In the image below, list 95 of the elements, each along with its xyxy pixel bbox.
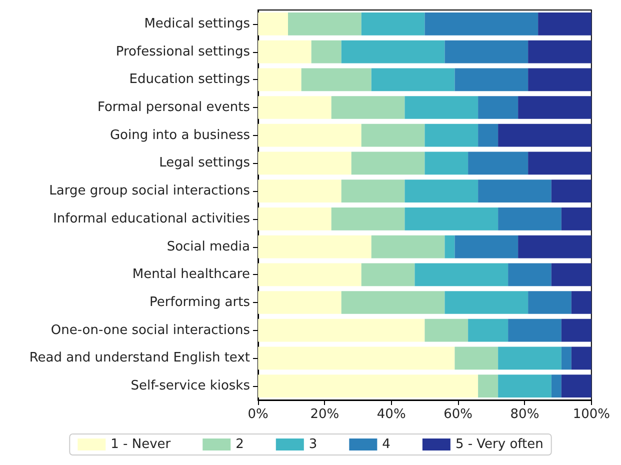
bar xyxy=(561,208,592,230)
bar xyxy=(454,346,498,370)
bar xyxy=(518,96,592,119)
bar xyxy=(424,124,478,147)
bar xyxy=(258,263,362,286)
bar xyxy=(468,318,508,342)
y-tick-label: Legal settings xyxy=(159,156,250,171)
bar xyxy=(288,12,362,36)
bar xyxy=(361,263,415,286)
legend-label: 2 xyxy=(236,437,244,452)
bar xyxy=(424,12,538,36)
bar xyxy=(361,124,425,147)
y-tick-label: One-on-one social interactions xyxy=(50,322,250,338)
bar xyxy=(258,374,478,398)
y-tick-label: Professional settings xyxy=(116,44,250,60)
x-tick-label: 100% xyxy=(572,407,610,422)
y-tick-label: Large group social interactions xyxy=(49,184,250,199)
bar xyxy=(444,235,455,258)
bar xyxy=(454,68,528,92)
bar xyxy=(351,152,425,175)
bar xyxy=(478,180,552,202)
bar xyxy=(258,12,288,36)
bar xyxy=(414,263,508,286)
bar xyxy=(538,12,592,36)
bar xyxy=(404,208,498,230)
y-tick-label: Read and understand English text xyxy=(29,350,250,366)
bar xyxy=(258,152,352,175)
bar xyxy=(258,68,302,92)
bar xyxy=(444,291,528,314)
bar xyxy=(371,235,445,258)
bar xyxy=(341,40,445,64)
y-tick-label: Social media xyxy=(166,239,250,254)
bar xyxy=(478,374,498,398)
bar xyxy=(478,124,498,147)
bar xyxy=(508,263,552,286)
bar xyxy=(371,68,455,92)
y-tick-label: Informal educational activities xyxy=(53,211,250,226)
bar xyxy=(258,291,342,314)
bar xyxy=(571,291,592,314)
bar xyxy=(331,208,405,230)
y-tick-label: Performing arts xyxy=(150,295,250,310)
bar xyxy=(498,374,552,398)
x-tick-label: 80% xyxy=(510,407,540,422)
bar xyxy=(528,40,592,64)
bar xyxy=(561,318,592,342)
legend-label: 4 xyxy=(382,437,390,452)
bar xyxy=(528,291,572,314)
bar xyxy=(498,346,562,370)
bar xyxy=(551,374,562,398)
bar xyxy=(571,346,592,370)
bar xyxy=(331,96,405,119)
x-tick-label: 60% xyxy=(444,407,473,422)
y-tick-label: Medical settings xyxy=(144,16,250,32)
bar xyxy=(258,208,332,230)
bar xyxy=(551,180,592,202)
bar xyxy=(258,96,332,119)
y-tick-label: Going into a business xyxy=(110,128,250,143)
bar xyxy=(404,180,478,202)
bar xyxy=(444,40,528,64)
x-tick-label: 20% xyxy=(310,407,340,422)
bar xyxy=(258,180,342,202)
bar xyxy=(561,346,572,370)
y-tick-label: Mental healthcare xyxy=(132,267,250,282)
bar xyxy=(258,40,312,64)
bar xyxy=(341,291,445,314)
bar xyxy=(508,318,562,342)
bar xyxy=(301,68,372,92)
x-tick-label: 0% xyxy=(248,407,268,422)
y-tick-label: Education settings xyxy=(129,72,250,88)
bar xyxy=(404,96,478,119)
bar xyxy=(258,346,455,370)
legend-label: 1 - Never xyxy=(110,437,172,452)
legend-label: 3 xyxy=(308,437,318,452)
bar xyxy=(454,235,518,258)
x-tick-label: 40% xyxy=(376,407,406,422)
bar xyxy=(498,208,562,230)
bar xyxy=(518,235,592,258)
y-tick-label: Self-service kiosks xyxy=(130,378,250,394)
bar xyxy=(561,374,592,398)
bar xyxy=(311,40,342,64)
bar xyxy=(528,68,592,92)
bar xyxy=(468,152,528,175)
bar xyxy=(478,96,518,119)
bar xyxy=(258,318,425,342)
legend-label: 5 - Very often xyxy=(455,437,544,452)
bar xyxy=(424,318,468,342)
bar xyxy=(258,235,372,258)
bar xyxy=(258,124,362,147)
y-tick-label: Formal personal events xyxy=(97,100,250,115)
bar xyxy=(528,152,592,175)
bar xyxy=(551,263,592,286)
bar xyxy=(361,12,425,36)
bar xyxy=(424,152,468,175)
bar xyxy=(341,180,405,202)
bar xyxy=(498,124,592,147)
